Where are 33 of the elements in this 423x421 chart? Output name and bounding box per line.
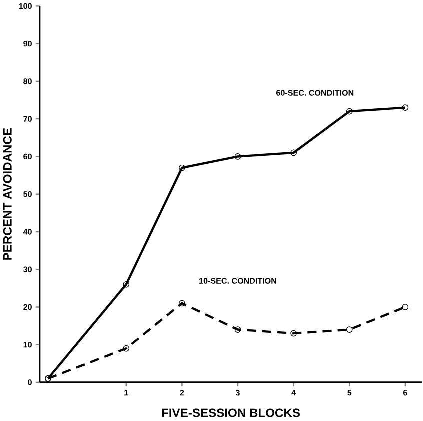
series-label: 60-SEC. CONDITION <box>276 90 354 96</box>
point <box>179 164 186 172</box>
x-tick-label: 4 <box>292 390 296 396</box>
x-tick-label: 2 <box>180 390 184 396</box>
y-tick-label: 0 <box>28 380 32 386</box>
x-tick-label: 3 <box>236 390 240 396</box>
x-tick-label: 1 <box>124 390 128 396</box>
x-axis-title: FIVE-SESSION BLOCKS <box>162 408 300 418</box>
point <box>234 326 242 334</box>
y-axis-title: PERCENT AVOIDANCE <box>3 128 12 260</box>
y-tick-label: 40 <box>23 229 32 235</box>
y-tick-label: 100 <box>19 4 32 10</box>
y-tick-label: 50 <box>24 192 32 198</box>
point <box>346 326 353 334</box>
x-tick-label: 5 <box>348 390 352 396</box>
point <box>123 282 130 288</box>
y-tick-label: 90 <box>24 41 32 47</box>
y-tick-label: 70 <box>24 116 32 122</box>
point <box>290 330 297 337</box>
x-tick-label: 6 <box>404 390 408 396</box>
point <box>234 154 242 160</box>
point <box>123 346 130 352</box>
point <box>402 304 409 311</box>
text: 10-SEC. CONDITION <box>200 278 276 284</box>
point <box>290 150 297 156</box>
point <box>346 108 353 115</box>
y-tick-label: 10 <box>24 342 32 348</box>
y-tick-label: 60 <box>24 154 32 160</box>
point <box>402 104 409 112</box>
y-tick-label: 30 <box>24 266 32 273</box>
y-tick-label: 20 <box>24 304 32 310</box>
y-tick-label: 80 <box>24 78 32 84</box>
point <box>179 300 186 307</box>
